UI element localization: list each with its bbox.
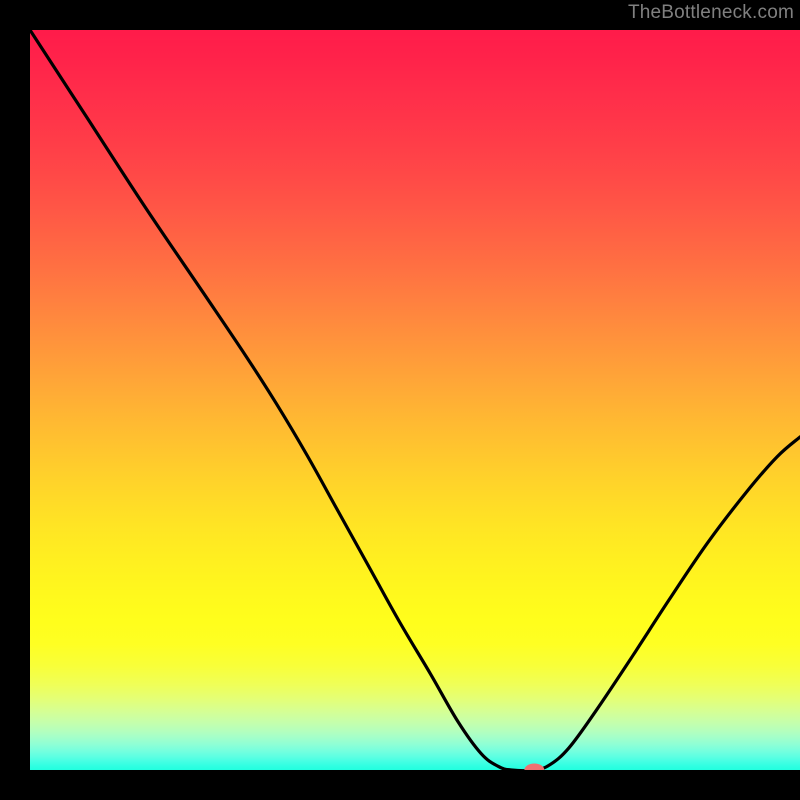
axis-border-bottom [0, 770, 800, 800]
bottleneck-chart [0, 0, 800, 800]
axis-border-left [0, 0, 30, 800]
watermark-text: TheBottleneck.com [628, 2, 794, 24]
plot-gradient-background [30, 30, 800, 770]
chart-container: TheBottleneck.com [0, 0, 800, 800]
